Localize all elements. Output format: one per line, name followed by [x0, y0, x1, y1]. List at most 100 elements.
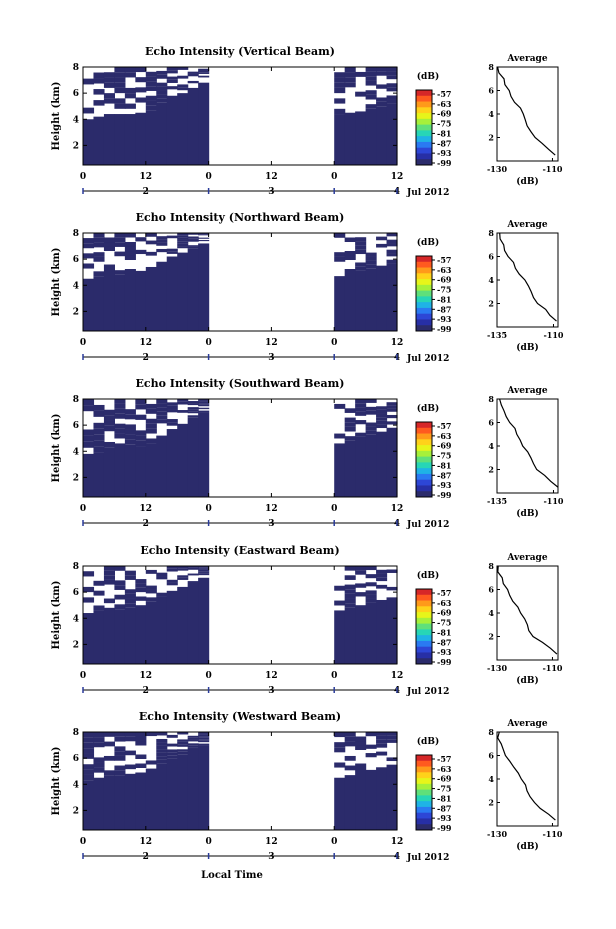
- colorbar-tick-label: -99: [437, 490, 452, 500]
- echo-patch: [376, 243, 388, 248]
- echo-patch: [334, 72, 346, 78]
- echo-patch: [114, 408, 126, 414]
- echo-patch: [344, 422, 356, 427]
- echo-patch: [365, 590, 377, 595]
- echo-column: [198, 577, 210, 664]
- echo-patch: [177, 241, 189, 244]
- colorbar-tick-label: -69: [437, 275, 452, 285]
- echo-patch: [114, 82, 126, 88]
- colorbar-band: [416, 623, 432, 630]
- echo-patch: [177, 233, 189, 236]
- echo-patch: [344, 77, 356, 83]
- echo-patch: [198, 566, 210, 568]
- month-label: Jul 2012: [406, 853, 449, 863]
- colorbar-band: [416, 485, 432, 492]
- echo-patch: [103, 425, 115, 432]
- echo-patch: [344, 255, 356, 261]
- echo-patch: [135, 579, 147, 584]
- echo-patch: [124, 603, 136, 608]
- panel-2: Echo Intensity (Southward Beam) Height (k…: [51, 377, 564, 530]
- colorbar-band: [416, 422, 432, 429]
- echo-patch: [114, 72, 126, 78]
- echo-patch: [93, 605, 105, 611]
- average-x-label: (dB): [516, 675, 538, 686]
- echo-patch: [386, 95, 398, 100]
- echo-patch: [135, 77, 147, 83]
- colorbar-unit: (dB): [417, 71, 439, 82]
- echo-patch: [156, 749, 168, 753]
- echo-patch: [83, 732, 95, 738]
- echo-patch: [386, 249, 398, 254]
- echo-patch: [198, 75, 210, 78]
- colorbar-band: [416, 130, 432, 137]
- echo-patch: [135, 67, 147, 73]
- echo-column: [334, 610, 346, 664]
- colorbar-tick-label: -69: [437, 109, 452, 119]
- echo-patch: [365, 80, 377, 86]
- echo-patch: [365, 260, 377, 265]
- y-axis-label: Height (km): [51, 581, 62, 650]
- plot-frame: [82, 232, 398, 332]
- colorbar-unit: (dB): [417, 570, 439, 581]
- colorbar-band: [416, 427, 432, 434]
- echo-patch: [386, 739, 398, 743]
- y-tick-label: 4: [73, 115, 79, 125]
- echo-patch: [156, 242, 168, 246]
- echo-column: [124, 607, 136, 664]
- echo-patch: [166, 248, 178, 252]
- echo-patch: [124, 439, 136, 445]
- colorbar-band: [416, 290, 432, 297]
- colorbar-band: [416, 491, 432, 498]
- echo-patch: [177, 84, 189, 88]
- echo-patch: [124, 246, 136, 252]
- echo-patch: [103, 264, 115, 270]
- y-tick-label: 8: [73, 229, 79, 239]
- echo-patch: [145, 233, 157, 237]
- x-tick-label: 0: [205, 172, 211, 182]
- echo-patch: [93, 100, 105, 106]
- echo-patch: [124, 736, 136, 742]
- echo-patch: [145, 418, 157, 424]
- echo-patch: [145, 438, 157, 444]
- echo-patch: [124, 87, 136, 94]
- average-x-tick-label: -130: [487, 164, 507, 174]
- average-y-tick-label: 8: [488, 727, 494, 737]
- echo-patch: [386, 83, 398, 88]
- colorbar-tick-label: -93: [437, 480, 452, 490]
- echo-patch: [365, 104, 377, 109]
- echo-patch: [376, 413, 388, 418]
- echo-column: [376, 265, 388, 331]
- echo-column: [386, 427, 398, 497]
- echo-patch: [187, 409, 199, 412]
- colorbar-tick-label: -75: [437, 285, 451, 295]
- echo-patch: [166, 86, 178, 90]
- echo-patch: [124, 732, 136, 737]
- colorbar-tick-label: -69: [437, 774, 452, 784]
- echo-patch: [198, 733, 210, 735]
- colorbar-band: [416, 658, 432, 665]
- echo-patch: [124, 598, 136, 604]
- colorbar-tick-label: -57: [437, 89, 451, 99]
- echo-patch: [365, 574, 377, 579]
- echo-column: [145, 601, 157, 664]
- echo-patch: [198, 239, 210, 242]
- echo-column: [166, 95, 178, 165]
- average-title: Average: [506, 54, 547, 64]
- echo-column: [93, 777, 105, 830]
- plot-frame: [82, 398, 398, 498]
- average-x-tick-label: -135: [487, 496, 507, 506]
- x-tick-label: 12: [140, 671, 153, 681]
- average-title: Average: [506, 386, 547, 396]
- echo-column: [187, 748, 199, 830]
- echo-column: [124, 273, 136, 331]
- echo-patch: [103, 579, 115, 585]
- echo-patch: [334, 108, 346, 115]
- echo-patch: [135, 97, 147, 103]
- echo-column: [386, 764, 398, 830]
- echo-patch: [376, 573, 388, 578]
- panel-3: Echo Intensity (Eastward Beam) Height (km…: [51, 544, 563, 697]
- echo-patch: [198, 399, 210, 401]
- echo-patch: [365, 252, 377, 257]
- colorbar-band: [416, 433, 432, 440]
